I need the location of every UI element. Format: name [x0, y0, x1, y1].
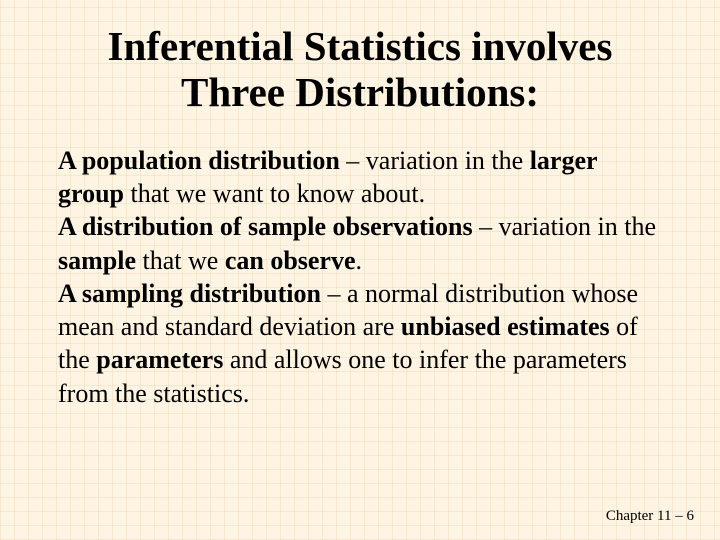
term-parameters: parameters — [96, 345, 223, 374]
term-sample: sample — [58, 246, 136, 275]
text-segment: that we want to know about. — [124, 179, 425, 208]
term-sample-observations: A distribution of sample observations — [58, 212, 473, 241]
paragraph-sample-obs: A distribution of sample observations – … — [58, 210, 664, 277]
slide-title: Inferential Statistics involves Three Di… — [50, 24, 670, 116]
term-population: A population distribution — [58, 146, 340, 175]
text-segment: – variation in the — [340, 146, 530, 175]
term-sampling-distribution: A sampling distribution — [58, 279, 321, 308]
paragraph-sampling-dist: A sampling distribution – a normal distr… — [58, 277, 664, 410]
slide: Inferential Statistics involves Three Di… — [0, 0, 720, 540]
term-can-observe: can observe — [225, 246, 356, 275]
body-text: A population distribution – variation in… — [50, 144, 670, 410]
text-segment: . — [356, 246, 363, 275]
slide-footer: Chapter 11 – 6 — [606, 508, 694, 525]
paragraph-population: A population distribution – variation in… — [58, 144, 664, 211]
term-unbiased-estimates: unbiased estimates — [401, 312, 610, 341]
title-line-2: Three Distributions: — [181, 69, 539, 115]
text-segment: – variation in the — [473, 212, 656, 241]
text-segment: that we — [136, 246, 225, 275]
title-line-1: Inferential Statistics involves — [108, 23, 613, 69]
